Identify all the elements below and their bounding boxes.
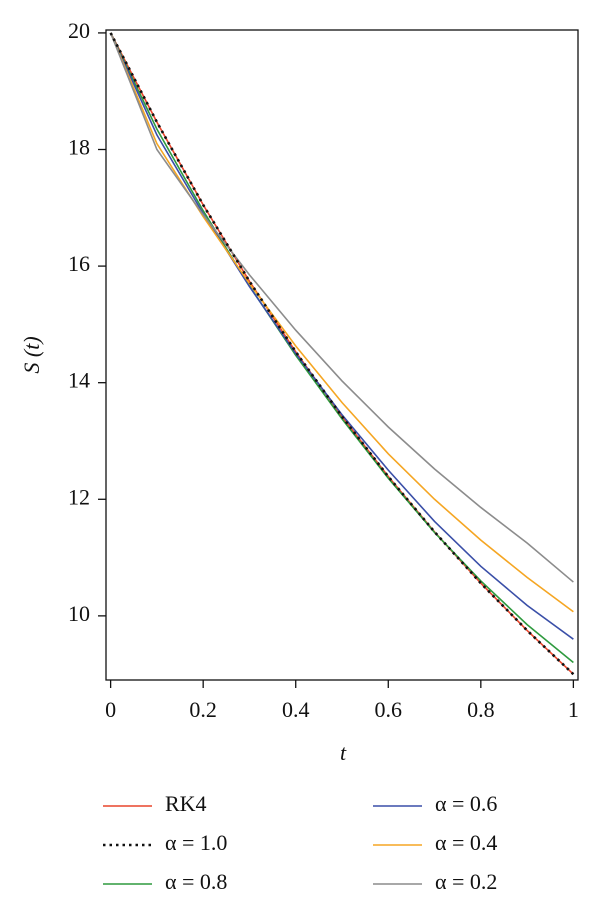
series-line [109,32,574,583]
series-line [109,32,574,675]
series-line [109,32,575,676]
legend-label: α = 1.0 [165,830,227,855]
x-tick-label: 0 [105,697,116,722]
y-tick-label: 10 [68,601,90,626]
legend-label: α = 0.8 [165,869,227,894]
legend-label: α = 0.2 [435,869,497,894]
y-tick-label: 16 [68,251,90,276]
x-tick-label: 0.6 [375,697,403,722]
y-tick-label: 14 [68,368,90,393]
y-tick-label: 20 [68,18,90,43]
x-tick-label: 0.4 [282,697,310,722]
x-tick-label: 0.8 [467,697,495,722]
legend-label: α = 0.4 [435,830,497,855]
y-axis-label: S (t) [19,336,44,373]
plot-frame [105,29,579,681]
x-axis-label: t [340,740,347,765]
series-line [109,32,574,664]
y-tick-label: 18 [68,135,90,160]
x-tick-label: 0.2 [189,697,217,722]
legend-label: α = 0.6 [435,791,497,816]
y-tick-label: 12 [68,484,90,509]
x-tick-label: 1 [568,697,579,722]
legend-label: RK4 [165,791,207,816]
series-line [109,32,574,640]
